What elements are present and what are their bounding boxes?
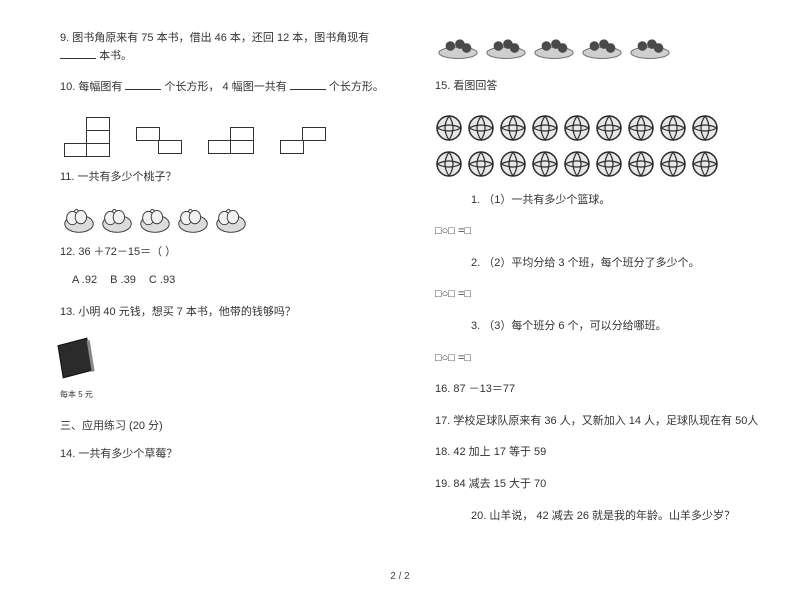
q19: 19. 84 减去 15 大于 70 [435, 476, 760, 494]
q15-expr1: □○□ =□ [435, 223, 760, 241]
book-price: 每本 5 元 [60, 389, 385, 400]
q12-choice-a: A .92 [72, 274, 97, 286]
q17: 17. 学校足球队原来有 36 人，又新加入 14 人，足球队现在有 50人 [435, 413, 760, 431]
ball-icon [435, 150, 463, 178]
page-body: 9. 图书角原来有 75 本书，借出 46 本，还回 12 本，图书角现有 本书… [60, 30, 760, 550]
q15-balls-row1 [435, 114, 760, 142]
peach-icon [136, 204, 174, 234]
q14-plates [437, 34, 760, 60]
q12-choice-c: C .93 [149, 274, 175, 286]
ball-icon [563, 150, 591, 178]
right-column: 15. 看图回答 1. （1）一共有多少个篮球。 □○□ =□ 2. （2）平均… [435, 30, 760, 550]
q10-post: 个长方形。 [329, 81, 384, 93]
q15-balls-row2 [435, 150, 760, 178]
q15-sub3: 3. （3）每个班分 6 个，可以分给哪班。 [435, 318, 760, 336]
q13-text: 13. 小明 40 元钱，想买 7 本书，他带的钱够吗？ [60, 304, 385, 322]
q15-sub2: 2. （2）平均分给 3 个班，每个班分了多少个。 [435, 255, 760, 273]
q18: 18. 42 加上 17 等于 59 [435, 444, 760, 462]
q12-text: 12. 36 ＋72－15＝（ ） [60, 244, 385, 262]
shape-3 [208, 117, 258, 157]
ball-icon [595, 150, 623, 178]
ball-icon [531, 150, 559, 178]
ball-icon [499, 150, 527, 178]
q9-line1: 9. 图书角原来有 75 本书，借出 46 本，还回 12 本，图书角现有 [60, 32, 369, 44]
ball-icon [499, 114, 527, 142]
q9: 9. 图书角原来有 75 本书，借出 46 本，还回 12 本，图书角现有 本书… [60, 30, 385, 65]
q12: 12. 36 ＋72－15＝（ ） A .92 B .39 C .93 [60, 244, 385, 289]
book-icon [60, 341, 94, 383]
section-3-title: 三、应用练习 (20 分) [60, 418, 385, 436]
ball-icon [627, 150, 655, 178]
ball-icon [659, 114, 687, 142]
q10-shapes [64, 117, 385, 157]
q15-sub1: 1. （1）一共有多少个篮球。 [435, 192, 760, 210]
plate-icon [437, 34, 479, 60]
q9-blank [60, 48, 96, 59]
peach-icon [212, 204, 250, 234]
ball-icon [531, 114, 559, 142]
q14-text: 14. 一共有多少个草莓？ [60, 446, 385, 464]
q11-text: 11. 一共有多少个桃子？ [60, 169, 385, 187]
page-number: 2 / 2 [0, 571, 800, 582]
peach-icon [174, 204, 212, 234]
q15-expr2: □○□ =□ [435, 286, 760, 304]
plate-icon [533, 34, 575, 60]
q12-choice-b: B .39 [110, 274, 136, 286]
q12-choices: A .92 B .39 C .93 [60, 272, 385, 290]
plate-icon [629, 34, 671, 60]
ball-icon [563, 114, 591, 142]
q10-blank2 [290, 79, 326, 90]
plate-icon [581, 34, 623, 60]
q10-pre: 10. 每幅图有 [60, 81, 125, 93]
ball-icon [691, 150, 719, 178]
shape-4 [280, 117, 330, 157]
q11-peaches [60, 204, 385, 234]
ball-icon [627, 114, 655, 142]
peach-icon [60, 204, 98, 234]
q10: 10. 每幅图有 个长方形， 4 幅图一共有 个长方形。 [60, 79, 385, 97]
ball-icon [595, 114, 623, 142]
q20: 20. 山羊说， 42 减去 26 就是我的年龄。山羊多少岁？ [435, 508, 760, 526]
ball-icon [467, 150, 495, 178]
shape-1 [64, 117, 114, 157]
q10-blank1 [125, 79, 161, 90]
q15-title: 15. 看图回答 [435, 78, 760, 96]
shape-2 [136, 117, 186, 157]
q10-mid: 个长方形， 4 幅图一共有 [164, 81, 289, 93]
left-column: 9. 图书角原来有 75 本书，借出 46 本，还回 12 本，图书角现有 本书… [60, 30, 385, 550]
ball-icon [467, 114, 495, 142]
ball-icon [659, 150, 687, 178]
q15-expr3: □○□ =□ [435, 350, 760, 368]
ball-icon [691, 114, 719, 142]
ball-icon [435, 114, 463, 142]
plate-icon [485, 34, 527, 60]
q16: 16. 87 －13＝77 [435, 381, 760, 399]
peach-icon [98, 204, 136, 234]
q9-line2-suffix: 本书。 [99, 50, 132, 62]
